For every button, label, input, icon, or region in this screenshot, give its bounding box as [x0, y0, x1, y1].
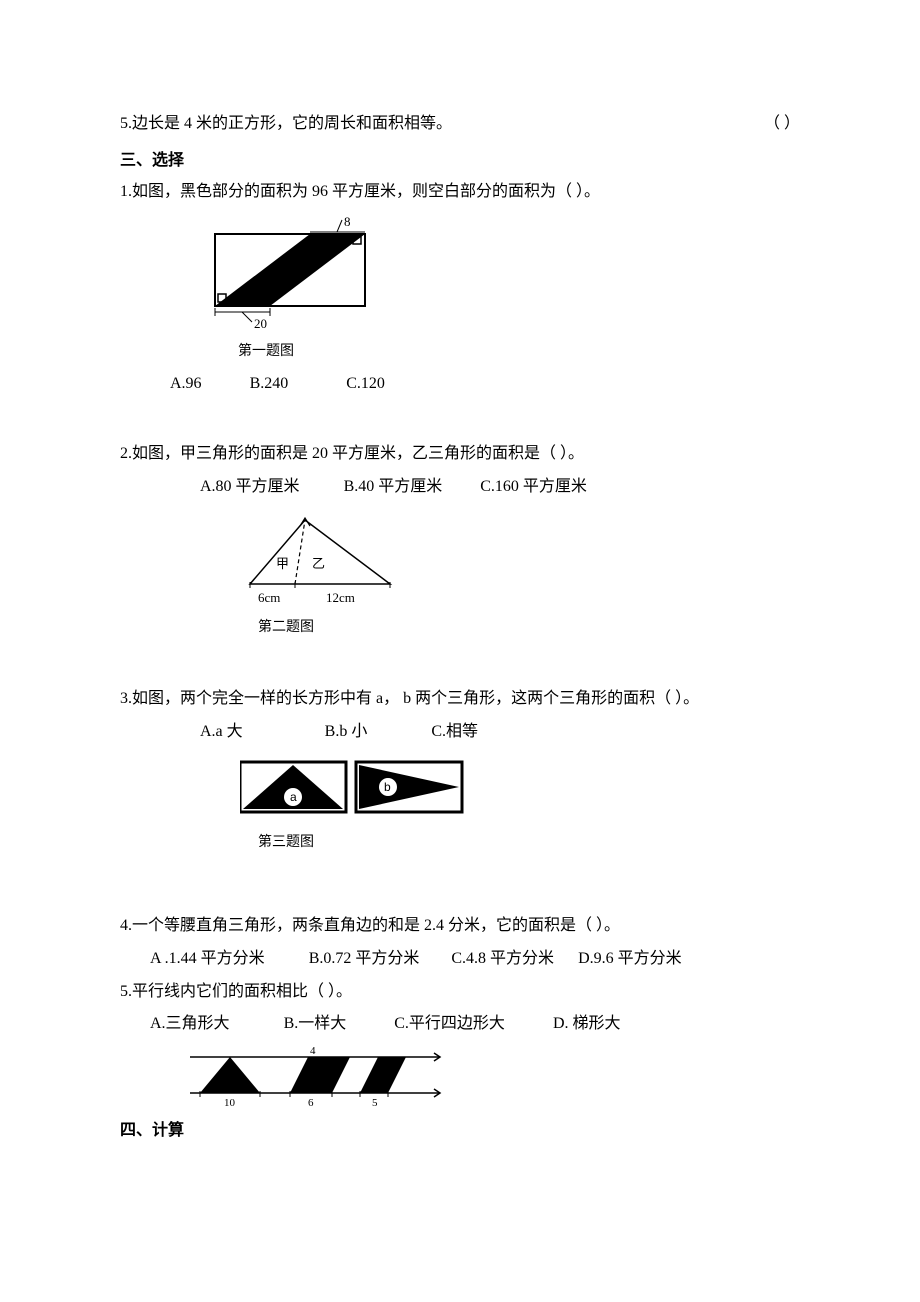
mc-q3-figure: a b 第三题图	[240, 757, 800, 854]
q-num: 1.	[120, 183, 132, 200]
q-body: 一个等腰直角三角形，两条直角边的和是 2.4 分米，它的面积是（ ）。	[132, 917, 620, 934]
q-body: 如图，黑色部分的面积为 96 平方厘米，则空白部分的面积为（ ）。	[132, 183, 600, 200]
opt-d: D. 梯形大	[553, 1015, 621, 1032]
svg-text:8: 8	[344, 216, 351, 229]
opt-d: D.9.6 平方分米	[578, 950, 682, 967]
mc-q1: 1.如图，黑色部分的面积为 96 平方厘米，则空白部分的面积为（ ）。	[120, 178, 800, 207]
mc-q1-options: A.96 B.240 C.120	[120, 370, 800, 399]
svg-text:乙: 乙	[312, 556, 325, 571]
q-num: 5.	[120, 983, 132, 1000]
svg-text:b: b	[384, 780, 391, 794]
svg-text:甲: 甲	[276, 556, 289, 571]
q-num: 5.	[120, 115, 132, 132]
mc-q5-options: A.三角形大 B.一样大 C.平行四边形大 D. 梯形大	[120, 1010, 800, 1039]
opt-b: B.一样大	[284, 1015, 347, 1032]
svg-text:a: a	[290, 790, 297, 804]
mc-q3-options: A.a 大 B.b 小 C.相等	[120, 718, 800, 747]
answer-paren: （ ）	[764, 110, 800, 139]
q-body: 边长是 4 米的正方形，它的周长和面积相等。	[132, 115, 452, 132]
svg-text:5: 5	[372, 1097, 378, 1109]
mc-q4: 4.一个等腰直角三角形，两条直角边的和是 2.4 分米，它的面积是（ ）。	[120, 912, 800, 941]
svg-text:6cm: 6cm	[258, 590, 280, 605]
mc-q5: 5.平行线内它们的面积相比（ ）。	[120, 978, 800, 1007]
opt-a: A.三角形大	[150, 1015, 230, 1032]
opt-a: A.80 平方厘米	[200, 478, 300, 495]
worksheet-page: 5.边长是 4 米的正方形，它的周长和面积相等。 （ ） 三、选择 1.如图，黑…	[0, 0, 920, 1302]
opt-a: A.96	[170, 375, 202, 392]
mc-q2-options: A.80 平方厘米 B.40 平方厘米 C.160 平方厘米	[120, 473, 800, 502]
svg-text:10: 10	[224, 1097, 236, 1109]
q1-svg: 8 20	[210, 216, 380, 336]
mc-q2-figure: 甲 乙 6cm 12cm 第二题图	[240, 512, 800, 639]
svg-text:12cm: 12cm	[326, 590, 355, 605]
tf-q5: 5.边长是 4 米的正方形，它的周长和面积相等。 （ ）	[120, 110, 800, 139]
q-text: 5.边长是 4 米的正方形，它的周长和面积相等。	[120, 110, 452, 139]
opt-b: B.0.72 平方分米	[309, 950, 420, 967]
svg-text:20: 20	[254, 316, 267, 331]
q5-svg: 4 10 6 5	[190, 1043, 450, 1113]
mc-q1-figure: 8 20 第一题图	[210, 216, 800, 363]
q2-svg: 甲 乙 6cm 12cm	[240, 512, 400, 612]
opt-c: C.平行四边形大	[394, 1015, 505, 1032]
q-body: 如图，两个完全一样的长方形中有 a， b 两个三角形，这两个三角形的面积（ ）。	[132, 690, 699, 707]
opt-a: A.a 大	[200, 723, 243, 740]
opt-b: B.240	[250, 375, 289, 392]
opt-b: B.b 小	[325, 723, 368, 740]
q3-svg: a b	[240, 757, 470, 827]
opt-c: C.160 平方厘米	[480, 478, 587, 495]
q-body: 如图，甲三角形的面积是 20 平方厘米，乙三角形的面积是（ ）。	[132, 445, 584, 462]
q-body: 平行线内它们的面积相比（ ）。	[132, 983, 352, 1000]
q3-fig-caption: 第三题图	[258, 829, 800, 854]
svg-text:4: 4	[310, 1045, 316, 1057]
opt-c: C.120	[346, 375, 385, 392]
mc-q5-figure: 4 10 6 5	[190, 1043, 800, 1113]
q2-fig-caption: 第二题图	[258, 614, 800, 639]
section-3-title: 三、选择	[120, 147, 800, 176]
section-4-title: 四、计算	[120, 1117, 800, 1146]
mc-q2: 2.如图，甲三角形的面积是 20 平方厘米，乙三角形的面积是（ ）。	[120, 440, 800, 469]
q-num: 2.	[120, 445, 132, 462]
q-num: 4.	[120, 917, 132, 934]
q-num: 3.	[120, 690, 132, 707]
mc-q4-options: A .1.44 平方分米 B.0.72 平方分米 C.4.8 平方分米 D.9.…	[120, 945, 800, 974]
opt-c: C.相等	[431, 723, 478, 740]
opt-c: C.4.8 平方分米	[451, 950, 554, 967]
mc-q3: 3.如图，两个完全一样的长方形中有 a， b 两个三角形，这两个三角形的面积（ …	[120, 685, 800, 714]
q1-fig-caption: 第一题图	[238, 338, 800, 363]
svg-text:6: 6	[308, 1097, 314, 1109]
opt-b: B.40 平方厘米	[344, 478, 443, 495]
opt-a: A .1.44 平方分米	[150, 950, 265, 967]
